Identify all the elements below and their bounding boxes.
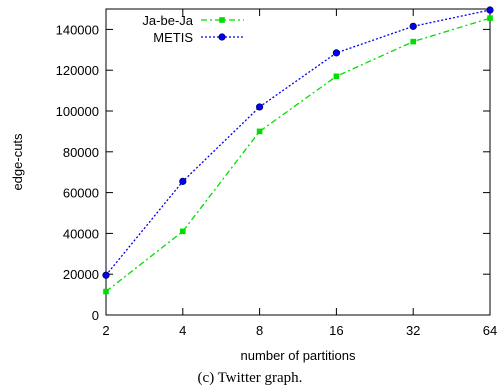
legend-label: Ja-be-Ja [142, 13, 193, 28]
plot-frame [105, 8, 491, 316]
series-1 [103, 15, 493, 295]
data-point [486, 6, 494, 14]
legend-item: METIS [153, 30, 244, 45]
y-axis: 0 20000 40000 60000 80000 100000 120000 140000 [56, 22, 490, 323]
y-tick-label: 120000 [56, 63, 99, 78]
y-tick-label: 40000 [63, 226, 99, 241]
legend-marker [218, 33, 226, 41]
y-tick-label: 60000 [63, 186, 99, 201]
y-axis-label: edge-cuts [10, 133, 25, 191]
data-point [102, 271, 110, 279]
y-tick-label: 140000 [56, 22, 99, 37]
x-tick-label: 16 [329, 323, 343, 338]
data-point [103, 288, 109, 295]
line-chart: 020000400006000080000100000120000140000 … [10, 6, 497, 363]
series-line [105, 17, 491, 293]
series-2 [102, 6, 494, 279]
x-tick-label: 64 [483, 323, 497, 338]
y-tick-label: 80000 [63, 145, 99, 160]
x-tick-label: 4 [179, 323, 186, 338]
data-point [333, 73, 340, 80]
x-tick-label: 2 [102, 323, 109, 338]
data-point [332, 49, 341, 57]
x-axis-label: number of partitions [241, 348, 356, 363]
legend-marker [219, 17, 225, 23]
series-line [105, 9, 491, 276]
data-point [256, 128, 263, 135]
legend-item: Ja-be-Ja [142, 13, 244, 28]
series-layer [102, 6, 494, 295]
legend: Ja-be-Ja METIS [142, 13, 244, 45]
figure-caption: (c) Twitter graph. [197, 370, 303, 386]
data-point [487, 15, 493, 21]
data-point [409, 22, 417, 30]
y-tick-label: 0 [92, 308, 99, 323]
x-tick-label: 32 [406, 323, 420, 338]
data-point [410, 38, 416, 45]
x-tick-label: 8 [256, 323, 263, 338]
data-point [179, 177, 187, 185]
data-point [180, 228, 186, 235]
y-tick-label: 100000 [56, 104, 99, 119]
data-point [256, 103, 264, 111]
x-axis: 2 4 8 16 32 64 [102, 9, 497, 338]
y-tick-label: 20000 [63, 267, 99, 282]
legend-label: METIS [153, 30, 193, 45]
